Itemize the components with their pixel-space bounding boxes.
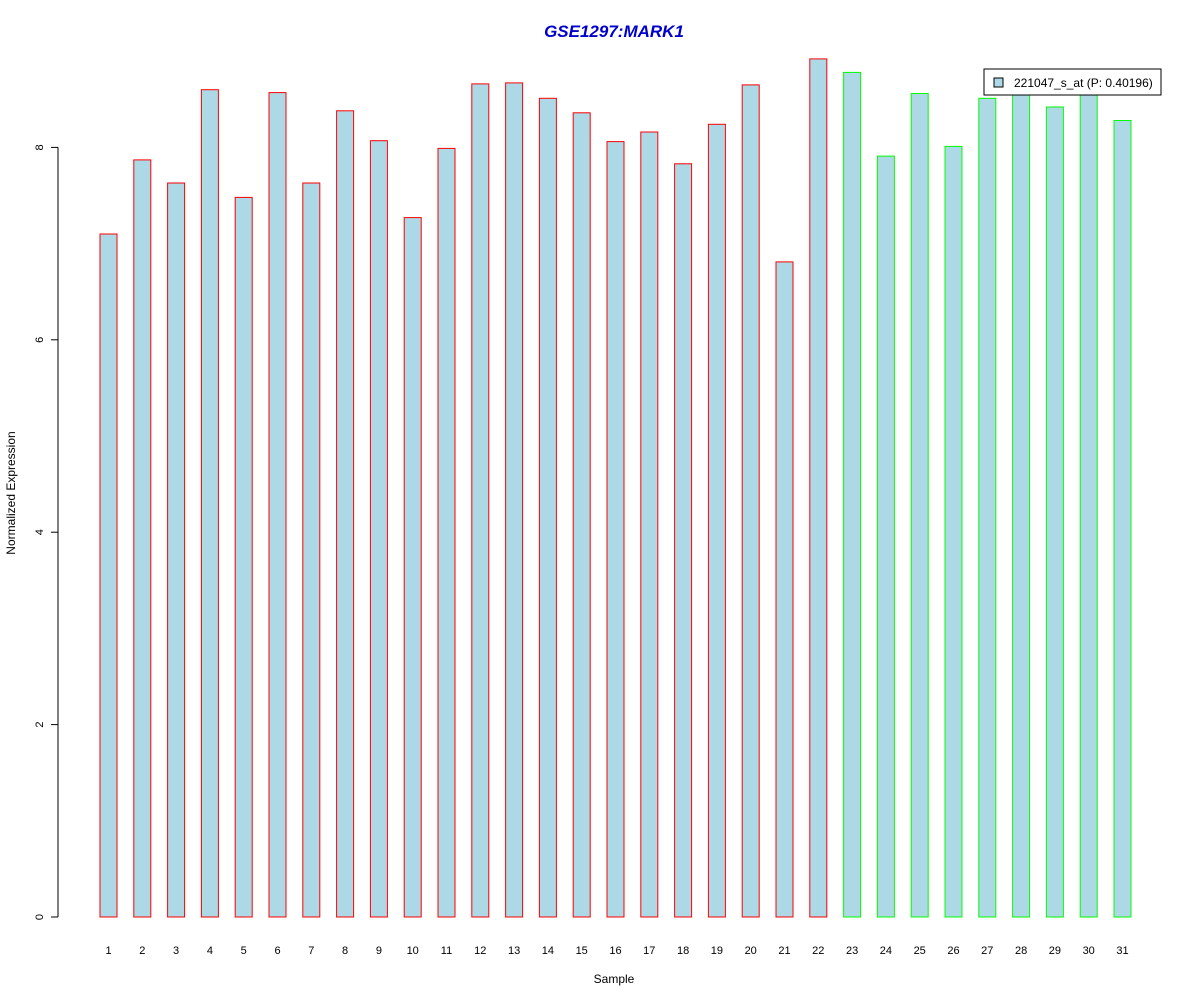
bar-sample-11 (437, 147, 456, 918)
bar-sample-13 (505, 82, 524, 918)
bar-sample-8 (336, 110, 355, 918)
bar-sample-5 (234, 196, 253, 918)
bar-sample-14 (538, 97, 557, 918)
x-tick-label: 1 (105, 945, 111, 957)
x-tick-label: 4 (207, 945, 213, 957)
legend-swatch (993, 77, 1004, 88)
chart-title: GSE1297:MARK1 (544, 22, 684, 41)
x-tick-label: 23 (846, 945, 858, 957)
y-tick-label: 6 (34, 337, 46, 343)
bar-sample-7 (302, 182, 321, 918)
x-tick-label: 3 (173, 945, 179, 957)
bar-sample-17 (640, 131, 659, 918)
x-axis-title: Sample (594, 972, 635, 986)
x-tick-label: 9 (376, 945, 382, 957)
bar-sample-1 (99, 233, 118, 918)
x-tick-label: 6 (274, 945, 280, 957)
bar-sample-16 (606, 141, 625, 918)
x-tick-label: 10 (407, 945, 419, 957)
x-tick-label: 11 (441, 945, 452, 957)
x-tick-label: 31 (1116, 945, 1128, 957)
x-tick-label: 18 (677, 945, 689, 957)
bar-sample-4 (200, 89, 219, 918)
bar-sample-3 (167, 182, 186, 918)
bar-sample-10 (403, 217, 422, 918)
bar-sample-26 (944, 145, 963, 918)
legend-box (983, 68, 1162, 96)
y-tick-label: 0 (34, 914, 46, 920)
x-tick-label: 28 (1015, 945, 1027, 957)
x-tick-label: 22 (812, 945, 824, 957)
bars-group (99, 58, 1132, 918)
bar-sample-31 (1113, 120, 1132, 918)
x-tick-label: 21 (778, 945, 790, 957)
y-axis-title: Normalized Expression (4, 431, 18, 554)
x-tick-label: 2 (139, 945, 145, 957)
bar-sample-25 (910, 93, 929, 918)
x-tick-label: 24 (880, 945, 892, 957)
y-tick-label: 8 (34, 144, 46, 150)
x-tick-label: 30 (1083, 945, 1095, 957)
bar-sample-6 (268, 92, 287, 918)
bar-sample-2 (133, 159, 152, 918)
x-tick-label: 29 (1049, 945, 1061, 957)
x-tick-label: 19 (711, 945, 723, 957)
bar-sample-9 (369, 140, 388, 918)
x-tick-label: 27 (981, 945, 993, 957)
bar-sample-24 (876, 155, 895, 918)
x-tick-label: 25 (914, 945, 926, 957)
x-tick-label: 8 (342, 945, 348, 957)
bar-sample-21 (775, 261, 794, 918)
bar-sample-18 (674, 163, 693, 918)
legend: 221047_s_at (P: 0.40196) (983, 68, 1162, 96)
bar-sample-29 (1045, 106, 1064, 918)
y-tick-label: 2 (34, 722, 46, 728)
bar-sample-23 (843, 71, 862, 918)
x-tick-label: 17 (643, 945, 655, 957)
x-tick-label: 13 (508, 945, 520, 957)
y-axis: 0 2 4 6 8 (34, 144, 59, 920)
x-tick-label: 12 (474, 945, 486, 957)
x-tick-label: 14 (542, 945, 554, 957)
bar-sample-15 (572, 112, 591, 918)
bar-sample-20 (741, 84, 760, 918)
bar-sample-28 (1012, 89, 1031, 918)
x-tick-label: 7 (308, 945, 314, 957)
legend-label: 221047_s_at (P: 0.40196) (1014, 76, 1153, 90)
x-tick-label: 15 (576, 945, 588, 957)
x-axis-labels: 1 2 3 4 5 6 7 8 9 10 11 12 13 14 15 16 17 18 19 20 21 22 23 24 2… (105, 945, 1128, 957)
x-tick-label: 20 (745, 945, 757, 957)
bar-sample-30 (1079, 89, 1098, 918)
y-tick-label: 4 (34, 529, 46, 535)
bar-sample-19 (707, 123, 726, 918)
bar-sample-12 (471, 83, 490, 918)
x-tick-label: 16 (609, 945, 621, 957)
bar-sample-27 (978, 97, 997, 918)
bar-sample-22 (809, 58, 828, 918)
x-tick-label: 26 (947, 945, 959, 957)
x-tick-label: 5 (241, 945, 247, 957)
